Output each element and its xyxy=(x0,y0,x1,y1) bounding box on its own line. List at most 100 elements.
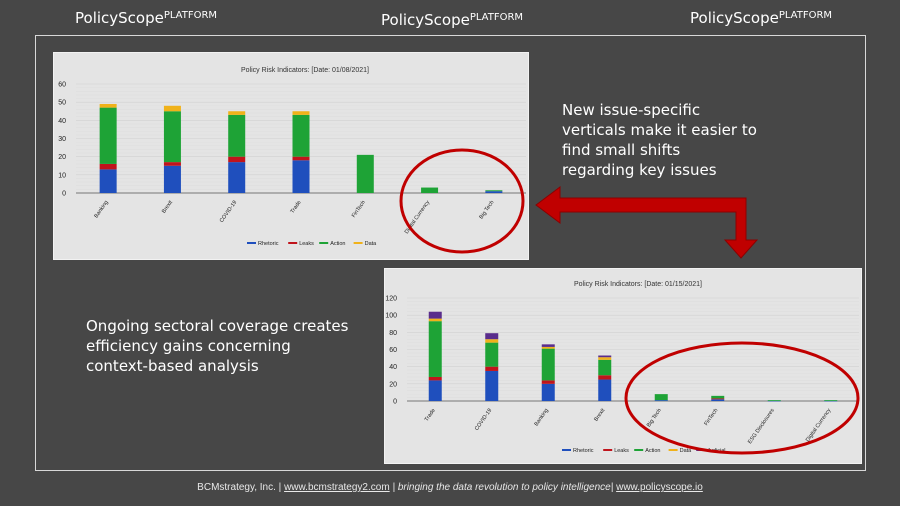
legend-label-leaks: Leaks xyxy=(614,448,629,454)
bar-covid-19-judicial xyxy=(485,333,499,340)
chart-panel-2: Policy Risk Indicators: [Date: 01/15/202… xyxy=(384,268,862,464)
y-tick-label: 40 xyxy=(389,364,397,371)
y-tick-label: 10 xyxy=(58,172,66,179)
bar-trade-action xyxy=(292,114,310,157)
x-tick-label: Big Tech xyxy=(646,408,663,429)
footer-company: BCMstrategy, Inc. | xyxy=(197,482,282,493)
y-tick-label: 80 xyxy=(389,330,397,337)
bar-covid-19-rhetoric xyxy=(485,370,499,401)
x-tick-label: FinTech xyxy=(351,200,367,219)
bar-big-tech-rhetoric xyxy=(485,191,503,193)
footer: BCMstrategy, Inc. | www.bcmstrategy2.com… xyxy=(0,482,900,493)
bar-banking-action xyxy=(541,348,555,381)
content-frame xyxy=(35,35,866,471)
bar-covid-19-data xyxy=(228,111,246,115)
legend-label-judicial: Judicial xyxy=(707,448,725,454)
bar-fintech-action xyxy=(711,395,725,399)
bar-esg-disclosures-action xyxy=(767,400,781,401)
x-tick-label: COVID-19 xyxy=(474,408,493,432)
x-tick-label: COVID-19 xyxy=(219,200,238,224)
chart-panel-1: Policy Risk Indicators: [Date: 01/08/202… xyxy=(53,52,529,260)
callout-sectoral: Ongoing sectoral coverage creates effici… xyxy=(86,316,348,376)
bar-banking-judicial xyxy=(541,344,555,347)
y-tick-label: 50 xyxy=(58,100,66,107)
bar-banking-data xyxy=(99,103,117,108)
bar-banking-rhetoric xyxy=(541,383,555,401)
bar-banking-leaks xyxy=(541,380,555,384)
callout-verticals-line: regarding key issues xyxy=(562,161,717,179)
bar-fintech-leaks xyxy=(711,398,725,400)
legend-label-data: Data xyxy=(365,241,378,247)
bar-digital-currency-action xyxy=(421,187,439,193)
x-tick-label: Big Tech xyxy=(479,200,496,221)
bar-banking-action xyxy=(99,107,117,164)
bar-trade-data xyxy=(428,318,442,322)
legend-label-action: Action xyxy=(330,241,345,247)
callout-verticals-line: verticals make it easier to xyxy=(562,121,757,139)
x-tick-label: Digital Currency xyxy=(404,200,431,236)
bar-trade-data xyxy=(292,111,310,115)
callout-verticals-line: New issue-specific xyxy=(562,101,701,119)
chart-title: Policy Risk Indicators: [Date: 01/08/202… xyxy=(241,67,369,74)
brand-title-right: PolicyScopePLATFORM xyxy=(690,9,833,27)
x-tick-label: Banking xyxy=(534,408,550,428)
legend-label-rhetoric: Rhetoric xyxy=(573,448,594,454)
x-tick-label: Trade xyxy=(290,200,303,215)
callout-sectoral-line: context-based analysis xyxy=(86,357,259,375)
bar-digital-currency-action xyxy=(824,400,838,401)
x-tick-label: ESG Disclosures xyxy=(747,408,776,446)
y-tick-label: 100 xyxy=(385,313,397,320)
footer-tagline: | bringing the data revolution to policy… xyxy=(392,482,614,493)
footer-link-bcmstrategy[interactable]: www.bcmstrategy2.com xyxy=(284,482,390,493)
y-tick-label: 0 xyxy=(62,191,66,198)
x-tick-label: FinTech xyxy=(703,408,719,427)
bar-banking-rhetoric xyxy=(99,169,117,193)
bar-trade-leaks xyxy=(428,376,442,381)
y-tick-label: 40 xyxy=(58,118,66,125)
bar-fintech-rhetoric xyxy=(711,399,725,401)
bar-covid-19-action xyxy=(485,342,499,367)
y-tick-label: 60 xyxy=(389,347,397,354)
brand-title-left: PolicyScopePLATFORM xyxy=(75,9,218,27)
bar-banking-leaks xyxy=(99,163,117,170)
bar-big-tech-action xyxy=(654,394,668,401)
bar-trade-rhetoric xyxy=(292,160,310,193)
bar-trade-action xyxy=(428,321,442,377)
bar-brexit-action xyxy=(598,359,612,376)
bar-brexit-rhetoric xyxy=(598,379,612,401)
risk-chart-2021-01-15: Policy Risk Indicators: [Date: 01/15/202… xyxy=(385,281,859,454)
bar-trade-judicial xyxy=(428,311,442,319)
bar-fintech-action xyxy=(356,154,374,193)
x-tick-label: Brexit xyxy=(161,199,174,214)
callout-verticals-line: find small shifts xyxy=(562,141,681,159)
bar-brexit-leaks xyxy=(598,375,612,380)
bar-covid-19-leaks xyxy=(228,156,246,163)
y-tick-label: 20 xyxy=(58,154,66,161)
bar-brexit-data xyxy=(598,357,612,360)
bar-big-tech-rhetoric xyxy=(654,400,668,401)
x-tick-label: Banking xyxy=(93,200,109,220)
x-tick-label: Trade xyxy=(424,408,437,423)
footer-link-policyscope[interactable]: www.policyscope.io xyxy=(616,482,703,493)
y-tick-label: 30 xyxy=(58,136,66,143)
bar-covid-19-data xyxy=(485,339,499,343)
legend-label-action: Action xyxy=(645,448,660,454)
bar-big-tech-action xyxy=(485,190,503,192)
y-tick-label: 120 xyxy=(385,296,397,303)
legend-label-rhetoric: Rhetoric xyxy=(258,241,279,247)
bar-trade-rhetoric xyxy=(428,380,442,401)
risk-chart-2021-01-08: Policy Risk Indicators: [Date: 01/08/202… xyxy=(58,67,526,247)
bar-brexit-judicial xyxy=(598,355,612,358)
bar-trade-leaks xyxy=(292,156,310,161)
chart-title: Policy Risk Indicators: [Date: 01/15/202… xyxy=(574,281,702,288)
bar-brexit-action xyxy=(163,111,181,163)
y-tick-label: 60 xyxy=(58,82,66,89)
y-tick-label: 0 xyxy=(393,399,397,406)
bar-covid-19-leaks xyxy=(485,366,499,371)
bar-brexit-leaks xyxy=(163,162,181,166)
x-tick-label: Digital Currency xyxy=(805,408,832,444)
callout-sectoral-line: efficiency gains concerning xyxy=(86,337,291,355)
bar-brexit-rhetoric xyxy=(163,165,181,193)
brand-title-center: PolicyScopePLATFORM xyxy=(381,11,524,29)
bar-brexit-data xyxy=(163,105,181,112)
